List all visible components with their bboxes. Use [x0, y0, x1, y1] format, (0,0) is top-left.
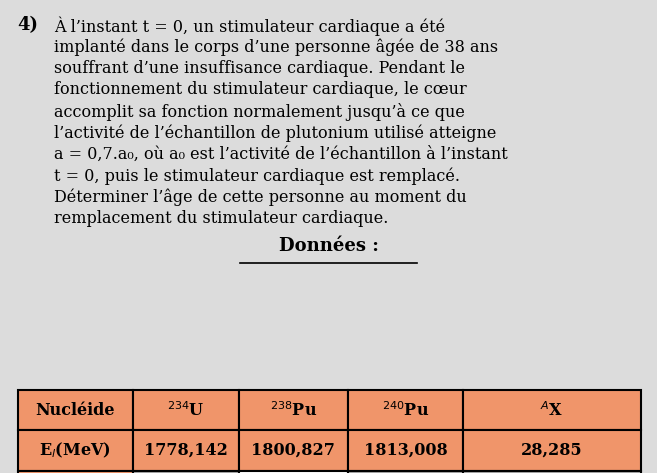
Bar: [348, 471, 463, 473]
Text: accomplit sa fonction normalement jusqu’à ce que: accomplit sa fonction normalement jusqu’…: [54, 103, 464, 121]
Text: fonctionnement du stimulateur cardiaque, le cœur: fonctionnement du stimulateur cardiaque,…: [54, 81, 466, 98]
Text: $^{238}$Pu: $^{238}$Pu: [270, 401, 317, 420]
Bar: [463, 390, 641, 430]
Bar: [18, 471, 133, 473]
Bar: [133, 430, 239, 471]
Bar: [239, 390, 348, 430]
Bar: [463, 430, 641, 471]
Text: À l’instant t = 0, un stimulateur cardiaque a été: À l’instant t = 0, un stimulateur cardia…: [54, 17, 445, 36]
Text: 4): 4): [18, 17, 39, 35]
Bar: [133, 390, 239, 430]
Text: remplacement du stimulateur cardiaque.: remplacement du stimulateur cardiaque.: [54, 210, 388, 227]
Text: E$_l$(MeV): E$_l$(MeV): [39, 441, 111, 460]
Text: 28,285: 28,285: [521, 442, 583, 459]
Text: 1800,827: 1800,827: [252, 442, 335, 459]
Text: Nucléide: Nucléide: [35, 402, 115, 419]
Bar: [18, 430, 133, 471]
Text: Déterminer l’âge de cette personne au moment du: Déterminer l’âge de cette personne au mo…: [54, 189, 466, 206]
Text: Données :: Données :: [279, 236, 378, 254]
Text: $^{240}$Pu: $^{240}$Pu: [382, 401, 429, 420]
Text: 1778,142: 1778,142: [144, 442, 228, 459]
Bar: [239, 471, 348, 473]
Text: $^{A}$X: $^{A}$X: [540, 401, 564, 420]
Text: implanté dans le corps d’une personne âgée de 38 ans: implanté dans le corps d’une personne âg…: [54, 38, 498, 55]
Bar: [18, 390, 133, 430]
Bar: [133, 471, 239, 473]
Text: souffrant d’une insuffisance cardiaque. Pendant le: souffrant d’une insuffisance cardiaque. …: [54, 60, 465, 77]
Bar: [348, 430, 463, 471]
Text: l’activité de l’échantillon de plutonium utilisé atteigne: l’activité de l’échantillon de plutonium…: [54, 124, 496, 141]
Text: $^{234}$U: $^{234}$U: [167, 401, 205, 420]
Bar: [348, 390, 463, 430]
Text: 1813,008: 1813,008: [363, 442, 447, 459]
Text: t = 0, puis le stimulateur cardiaque est remplacé.: t = 0, puis le stimulateur cardiaque est…: [54, 167, 460, 184]
Bar: [239, 430, 348, 471]
Text: a = 0,7.a₀, où a₀ est l’activité de l’échantillon à l’instant: a = 0,7.a₀, où a₀ est l’activité de l’éc…: [54, 146, 508, 163]
Bar: [463, 471, 641, 473]
